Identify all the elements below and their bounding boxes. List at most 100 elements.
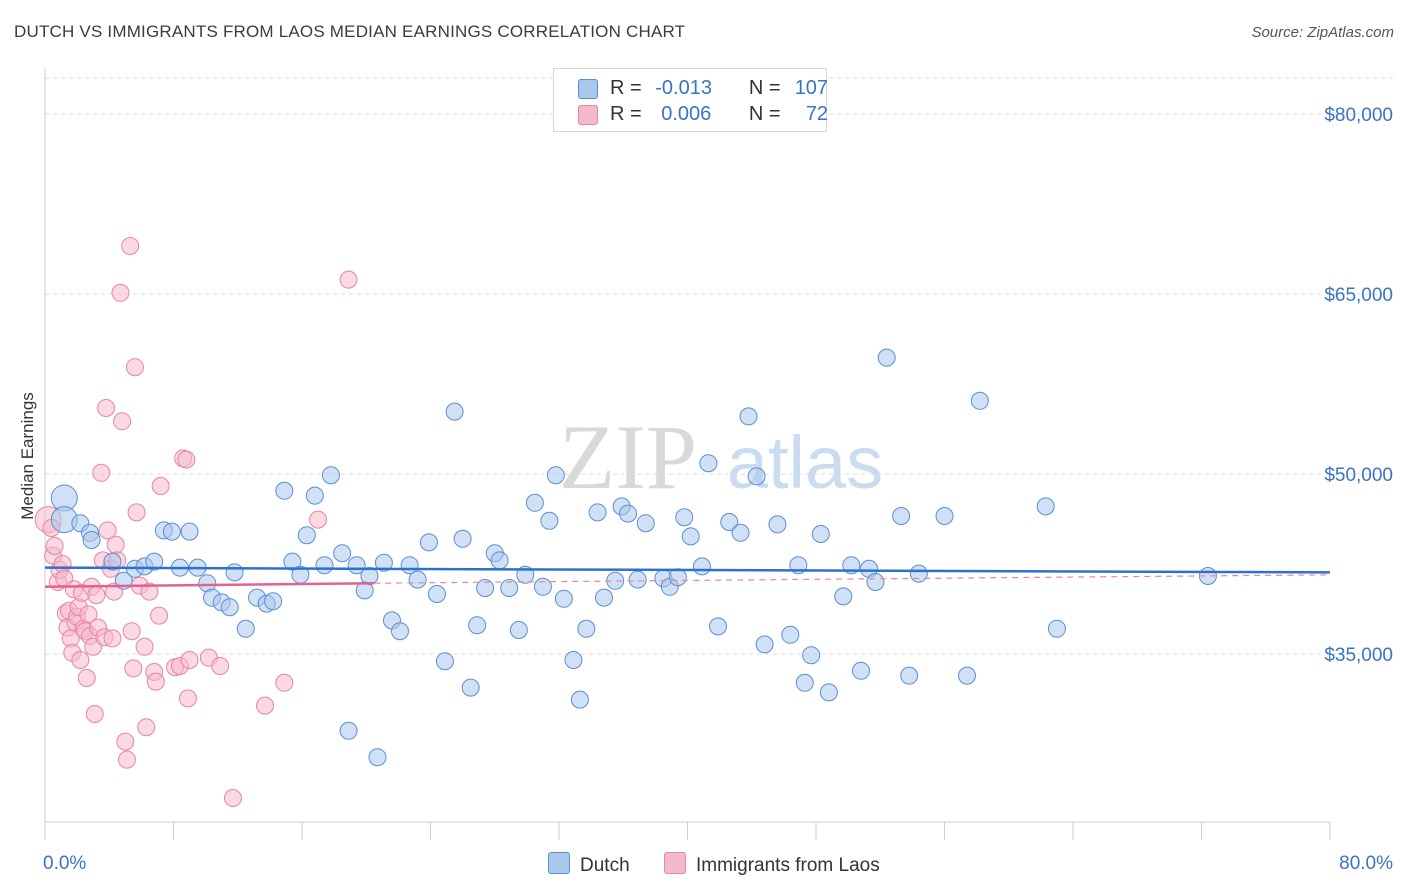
bottom-legend-laos: Immigrants from Laos (664, 852, 880, 877)
dutch-point (476, 579, 495, 597)
bottom-dutch-swatch (548, 852, 570, 874)
legend-laos-r-label: R = (610, 103, 642, 125)
dutch-point (755, 635, 774, 654)
laos-point (150, 606, 169, 625)
dutch-point (619, 504, 638, 523)
x-tick-label-min: 0.0% (43, 853, 86, 874)
laos-point (180, 651, 199, 669)
dutch-point (305, 486, 324, 505)
dutch-point (970, 391, 989, 410)
dutch-point (408, 570, 427, 589)
dutch-point (768, 515, 787, 534)
laos-point (106, 535, 125, 554)
dutch-point (374, 553, 393, 572)
dutch-point (461, 678, 480, 697)
dutch-swatch (578, 79, 598, 99)
laos-point (178, 689, 197, 708)
trend-layer (44, 566, 1331, 589)
laos-point (275, 673, 294, 692)
dutch-point (577, 619, 596, 638)
dutch-point (935, 507, 954, 525)
dutch-point (699, 454, 718, 473)
dutch-point (509, 621, 528, 639)
dutch-point (909, 564, 928, 583)
laos-point (92, 463, 111, 482)
dutch-point (180, 522, 199, 541)
chart-source: Source: ZipAtlas.com (1251, 24, 1394, 41)
laos-point (87, 586, 106, 605)
laos-point (71, 651, 90, 669)
dutch-point (675, 508, 694, 527)
watermark-zip: ZIP (559, 406, 697, 508)
dutch-point (819, 683, 838, 702)
dutch-point (681, 527, 700, 546)
laos-point (127, 503, 146, 522)
laos-point (223, 789, 242, 807)
dutch-point (435, 652, 454, 671)
laos-point (135, 637, 154, 656)
laos-point (85, 705, 104, 723)
bottom-dutch-label: Dutch (580, 855, 630, 876)
points-layer (34, 237, 1217, 807)
dutch-point (145, 552, 164, 571)
dutch-point (692, 557, 711, 576)
laos-point (98, 521, 117, 540)
dutch-point (570, 690, 589, 709)
dutch-point (554, 589, 573, 608)
dutch-point (525, 493, 544, 512)
dutch-point (103, 552, 122, 571)
laos-swatch (578, 105, 598, 125)
dutch-point (802, 646, 821, 665)
axis-layer (44, 68, 1331, 840)
laos-point (117, 750, 136, 769)
dutch-point (636, 514, 655, 533)
dutch-point (739, 407, 758, 426)
dutch-point (866, 573, 885, 591)
dutch-point (283, 552, 302, 571)
dutch-point (546, 466, 565, 485)
legend-laos-n-label: N = (748, 103, 781, 125)
dutch-point (445, 402, 464, 421)
laos-point (116, 732, 135, 751)
dutch-point (851, 661, 870, 680)
laos-point (177, 450, 196, 469)
dutch-point (490, 551, 509, 570)
dutch-point (720, 513, 739, 531)
dutch-point (811, 525, 830, 543)
laos-point (211, 657, 230, 675)
dutch-point (540, 511, 559, 530)
dutch-point (264, 592, 283, 611)
dutch-point (390, 622, 409, 641)
dutch-point (220, 598, 239, 617)
laos-point (151, 477, 170, 495)
dutch-point (900, 666, 919, 685)
dutch-point (594, 588, 613, 607)
dutch-point (297, 526, 316, 545)
dutch-point (468, 616, 487, 635)
legend-laos-r-value: 0.006 (661, 103, 712, 125)
dutch-point (427, 585, 446, 603)
bottom-laos-swatch (664, 852, 686, 874)
laos-point (121, 237, 140, 255)
dutch-point (275, 481, 294, 500)
dutch-point (500, 579, 519, 597)
dutch-point (731, 523, 750, 542)
laos-point (45, 537, 64, 555)
laos-point (309, 510, 328, 529)
dutch-point (225, 563, 244, 582)
dutch-point (339, 721, 358, 740)
y-tick-label: $50,000 (1324, 465, 1393, 486)
dutch-point (892, 507, 911, 525)
dutch-point (564, 651, 583, 669)
dutch-point (82, 531, 101, 549)
laos-point (137, 718, 156, 737)
laos-point (79, 605, 98, 624)
laos-point (124, 659, 143, 678)
dutch-point (877, 348, 896, 367)
laos-point (111, 283, 130, 302)
dutch-point (588, 503, 607, 522)
laos-point (113, 412, 132, 431)
laos-point (339, 270, 358, 289)
y-tick-label: $65,000 (1324, 285, 1393, 306)
